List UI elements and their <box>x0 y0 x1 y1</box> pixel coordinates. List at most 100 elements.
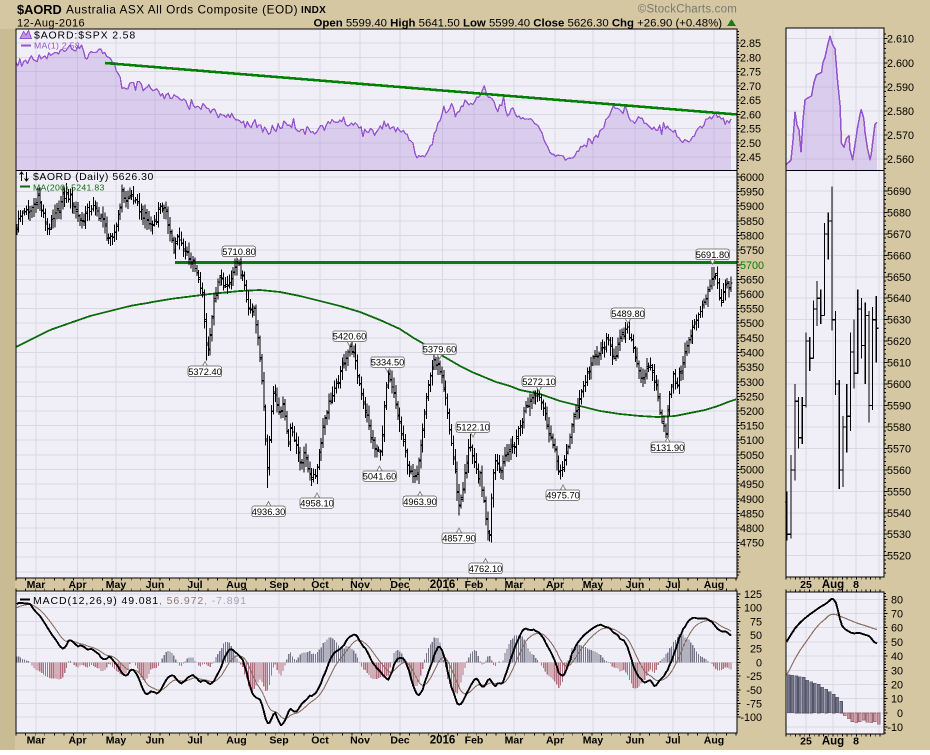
svg-text:50: 50 <box>750 630 762 642</box>
svg-text:-100: -100 <box>740 712 762 724</box>
svg-text:4800: 4800 <box>740 523 764 535</box>
svg-text:2.70: 2.70 <box>740 81 761 93</box>
svg-text:5630: 5630 <box>887 315 911 327</box>
svg-text:2.560: 2.560 <box>887 154 914 166</box>
svg-text:-25: -25 <box>746 671 762 683</box>
svg-text:5000: 5000 <box>740 465 764 477</box>
svg-text:Aug: Aug <box>704 579 724 591</box>
svg-text:125: 125 <box>744 589 762 601</box>
svg-text:5650: 5650 <box>887 272 911 284</box>
svg-text:Apr: Apr <box>68 735 86 747</box>
svg-text:5379.60: 5379.60 <box>423 344 457 354</box>
svg-text:Australia ASX All Ords Composi: Australia ASX All Ords Composite (EOD) <box>66 3 298 17</box>
svg-text:Aug: Aug <box>822 736 844 748</box>
svg-text:2.65: 2.65 <box>740 95 761 107</box>
svg-text:5372.40: 5372.40 <box>188 367 222 377</box>
svg-text:5850: 5850 <box>740 216 764 228</box>
svg-text:60: 60 <box>891 623 903 635</box>
svg-text:2.610: 2.610 <box>887 34 914 46</box>
svg-text:5350: 5350 <box>740 362 764 374</box>
svg-text:5530: 5530 <box>887 529 911 541</box>
svg-text:Apr: Apr <box>68 579 86 591</box>
svg-text:5550: 5550 <box>740 304 764 316</box>
svg-text:5200: 5200 <box>740 406 764 418</box>
svg-text:5570: 5570 <box>887 443 911 455</box>
svg-text:2.590: 2.590 <box>887 82 914 94</box>
svg-text:5420.60: 5420.60 <box>333 331 367 341</box>
svg-text:4762.10: 4762.10 <box>469 564 503 574</box>
svg-text:25: 25 <box>800 736 812 748</box>
svg-text:5610: 5610 <box>887 358 911 370</box>
svg-text:5400: 5400 <box>740 348 764 360</box>
svg-text:5150: 5150 <box>740 421 764 433</box>
svg-text:5100: 5100 <box>740 435 764 447</box>
svg-text:Apr: Apr <box>546 579 564 591</box>
svg-text:5640: 5640 <box>887 293 911 305</box>
svg-text:8: 8 <box>853 579 859 591</box>
svg-text:2016: 2016 <box>430 735 456 747</box>
svg-text:4963.90: 4963.90 <box>403 497 437 507</box>
svg-text:Aug: Aug <box>226 735 246 747</box>
svg-text:6000: 6000 <box>740 172 764 184</box>
svg-text:5540: 5540 <box>887 508 911 520</box>
svg-text:2.580: 2.580 <box>887 106 914 118</box>
svg-text:MACD(12,26,9) 49.081, 56.972,: MACD(12,26,9) 49.081, 56.972, -7.891 <box>33 595 247 607</box>
svg-text:5900: 5900 <box>740 201 764 213</box>
svg-text:Mar: Mar <box>505 735 524 747</box>
svg-text:Mar: Mar <box>27 579 46 591</box>
svg-text:5489.80: 5489.80 <box>611 309 645 319</box>
svg-text:5250: 5250 <box>740 391 764 403</box>
svg-text:2.45: 2.45 <box>740 152 761 164</box>
svg-text:30: 30 <box>891 665 903 677</box>
svg-text:Mar: Mar <box>505 579 524 591</box>
svg-text:Jul: Jul <box>665 579 680 591</box>
svg-text:5560: 5560 <box>887 465 911 477</box>
svg-text:5680: 5680 <box>887 207 911 219</box>
svg-text:4975.70: 4975.70 <box>546 490 580 500</box>
svg-text:5334.50: 5334.50 <box>371 357 405 367</box>
svg-text:$AORD: $AORD <box>17 2 62 17</box>
svg-text:Dec: Dec <box>390 735 409 747</box>
svg-text:5670: 5670 <box>887 229 911 241</box>
svg-text:Apr: Apr <box>546 735 564 747</box>
svg-text:$AORD (Daily) 5626.30: $AORD (Daily) 5626.30 <box>33 171 154 183</box>
svg-text:May: May <box>583 735 604 747</box>
svg-text:2.55: 2.55 <box>740 124 761 136</box>
svg-text:Feb: Feb <box>465 579 484 591</box>
svg-text:5660: 5660 <box>887 250 911 262</box>
svg-text:Jul: Jul <box>187 579 202 591</box>
svg-text:5650: 5650 <box>740 274 764 286</box>
svg-text:-50: -50 <box>746 685 762 697</box>
svg-text:70: 70 <box>891 609 903 621</box>
svg-text:5691.80: 5691.80 <box>696 250 730 260</box>
svg-text:5710.80: 5710.80 <box>222 247 256 257</box>
svg-text:MA(1) 2.58: MA(1) 2.58 <box>34 41 80 51</box>
svg-text:40: 40 <box>891 651 903 663</box>
svg-text:5600: 5600 <box>740 289 764 301</box>
svg-text:4950: 4950 <box>740 479 764 491</box>
svg-text:Aug: Aug <box>704 735 724 747</box>
svg-text:May: May <box>106 579 127 591</box>
svg-text:5450: 5450 <box>740 333 764 345</box>
svg-text:Nov: Nov <box>350 735 370 747</box>
svg-text:INDX: INDX <box>301 5 326 16</box>
svg-text:12-Aug-2016: 12-Aug-2016 <box>17 18 85 30</box>
svg-text:4958.10: 4958.10 <box>300 498 334 508</box>
svg-text:May: May <box>583 579 604 591</box>
svg-text:4900: 4900 <box>740 494 764 506</box>
svg-text:4750: 4750 <box>740 538 764 550</box>
svg-text:2.50: 2.50 <box>740 138 761 150</box>
svg-text:Sep: Sep <box>269 735 288 747</box>
svg-text:4936.30: 4936.30 <box>252 507 286 517</box>
svg-text:2.80: 2.80 <box>740 52 761 64</box>
svg-text:Open 5599.40 High 5641.50 Low: Open 5599.40 High 5641.50 Low 5599.40 Cl… <box>314 18 723 30</box>
svg-text:Oct: Oct <box>311 579 329 591</box>
svg-text:Jun: Jun <box>626 735 645 747</box>
svg-text:8: 8 <box>853 736 859 748</box>
svg-text:2.600: 2.600 <box>887 58 914 70</box>
svg-text:-10: -10 <box>887 722 903 734</box>
svg-text:75: 75 <box>750 616 762 628</box>
svg-text:5550: 5550 <box>887 486 911 498</box>
svg-text:MA(200) 5241.83: MA(200) 5241.83 <box>33 183 105 193</box>
svg-text:2.570: 2.570 <box>887 130 914 142</box>
